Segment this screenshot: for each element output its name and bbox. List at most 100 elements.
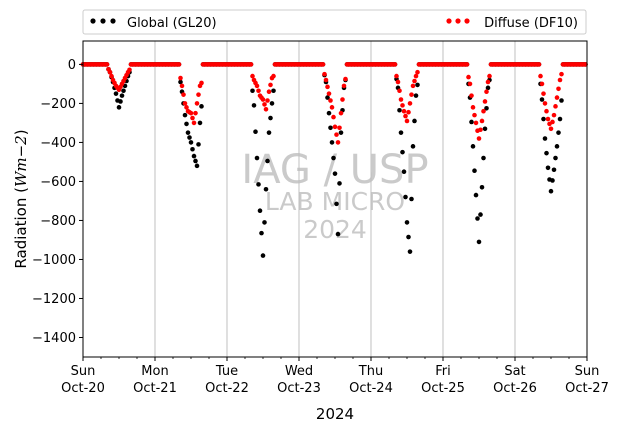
data-point — [104, 62, 110, 67]
data-point — [269, 101, 275, 106]
data-point — [193, 110, 198, 116]
series-diffuse — [80, 62, 588, 145]
data-point — [194, 163, 200, 169]
x-tick-date: Oct-24 — [349, 381, 393, 396]
data-point — [116, 105, 122, 110]
data-point — [469, 93, 474, 98]
data-point — [259, 230, 264, 236]
data-point — [335, 231, 341, 237]
data-point — [268, 115, 273, 121]
data-point — [554, 144, 560, 149]
data-point — [337, 125, 342, 131]
data-point — [541, 91, 546, 96]
data-point — [395, 79, 401, 85]
data-point — [329, 140, 335, 145]
data-point — [557, 116, 563, 122]
y-tick-label: −600 — [40, 175, 76, 190]
data-point — [271, 88, 276, 94]
data-point — [470, 105, 476, 110]
legend-label-global: Global (GL20) — [127, 16, 217, 31]
data-point — [190, 146, 195, 152]
data-point — [475, 216, 480, 221]
data-point — [551, 112, 557, 118]
data-point — [410, 83, 416, 89]
data-point — [484, 89, 489, 95]
data-point — [407, 249, 413, 254]
data-point — [265, 158, 270, 164]
data-point — [323, 77, 329, 83]
data-point — [403, 113, 408, 119]
data-point — [182, 112, 188, 118]
y-axis-label: Radiation (Wm−2) — [12, 129, 30, 268]
watermark-line2: LAB MICRO — [265, 187, 405, 216]
x-tick-day: Fri — [435, 364, 451, 379]
data-point — [338, 130, 344, 135]
data-point — [470, 144, 476, 149]
data-point — [403, 194, 408, 200]
data-point — [478, 212, 483, 217]
data-point — [476, 239, 482, 245]
x-axis-label: 2024 — [316, 405, 354, 423]
data-point — [254, 155, 260, 161]
data-point — [248, 62, 254, 67]
data-point — [464, 62, 470, 67]
data-point — [184, 121, 189, 127]
data-point — [127, 67, 132, 73]
watermark-line1: IAG / USP — [241, 147, 428, 193]
data-point — [118, 99, 123, 104]
data-point — [119, 93, 125, 98]
data-point — [254, 83, 260, 89]
x-tick-date: Oct-23 — [277, 381, 321, 396]
data-point — [473, 192, 479, 198]
data-point — [412, 118, 417, 124]
data-point — [485, 85, 491, 91]
x-tick-day: Sun — [71, 364, 96, 379]
data-point — [398, 97, 404, 102]
legend-item-diffuse: Diffuse (DF10) — [446, 16, 578, 31]
y-tick-label: −1200 — [32, 292, 76, 307]
data-point — [178, 75, 183, 81]
data-point — [548, 126, 554, 132]
data-point — [263, 186, 269, 192]
data-point — [340, 97, 345, 102]
data-point — [331, 155, 336, 161]
data-point — [401, 169, 407, 174]
data-point — [487, 73, 492, 79]
data-point — [400, 103, 405, 108]
data-point — [482, 126, 488, 132]
legend-marker-global — [110, 18, 116, 24]
data-point — [398, 130, 404, 135]
data-point — [485, 79, 491, 85]
data-point — [322, 71, 327, 77]
data-point — [256, 88, 261, 94]
data-point — [328, 125, 333, 131]
data-point — [401, 108, 407, 114]
legend-marker-diffuse — [446, 18, 452, 24]
data-point — [257, 208, 263, 214]
data-point — [484, 105, 489, 111]
data-point — [472, 112, 477, 118]
data-point — [256, 182, 261, 187]
data-point — [478, 127, 483, 133]
x-tick-date: Oct-25 — [421, 381, 465, 396]
data-point — [253, 129, 258, 135]
data-point — [394, 73, 399, 79]
data-point — [467, 81, 473, 87]
data-point — [481, 108, 486, 114]
data-point — [397, 107, 402, 113]
data-point — [262, 220, 267, 225]
data-point — [199, 104, 204, 109]
data-point — [181, 92, 186, 97]
data-point — [400, 149, 405, 155]
data-point — [196, 92, 201, 97]
data-point — [178, 79, 183, 85]
data-point — [193, 158, 198, 164]
data-point — [554, 95, 560, 100]
y-tick-label: −800 — [40, 214, 76, 229]
legend-marker-diffuse — [455, 18, 461, 24]
data-point — [542, 101, 548, 106]
data-point — [473, 120, 479, 126]
data-point — [268, 82, 273, 88]
data-point — [481, 155, 486, 161]
